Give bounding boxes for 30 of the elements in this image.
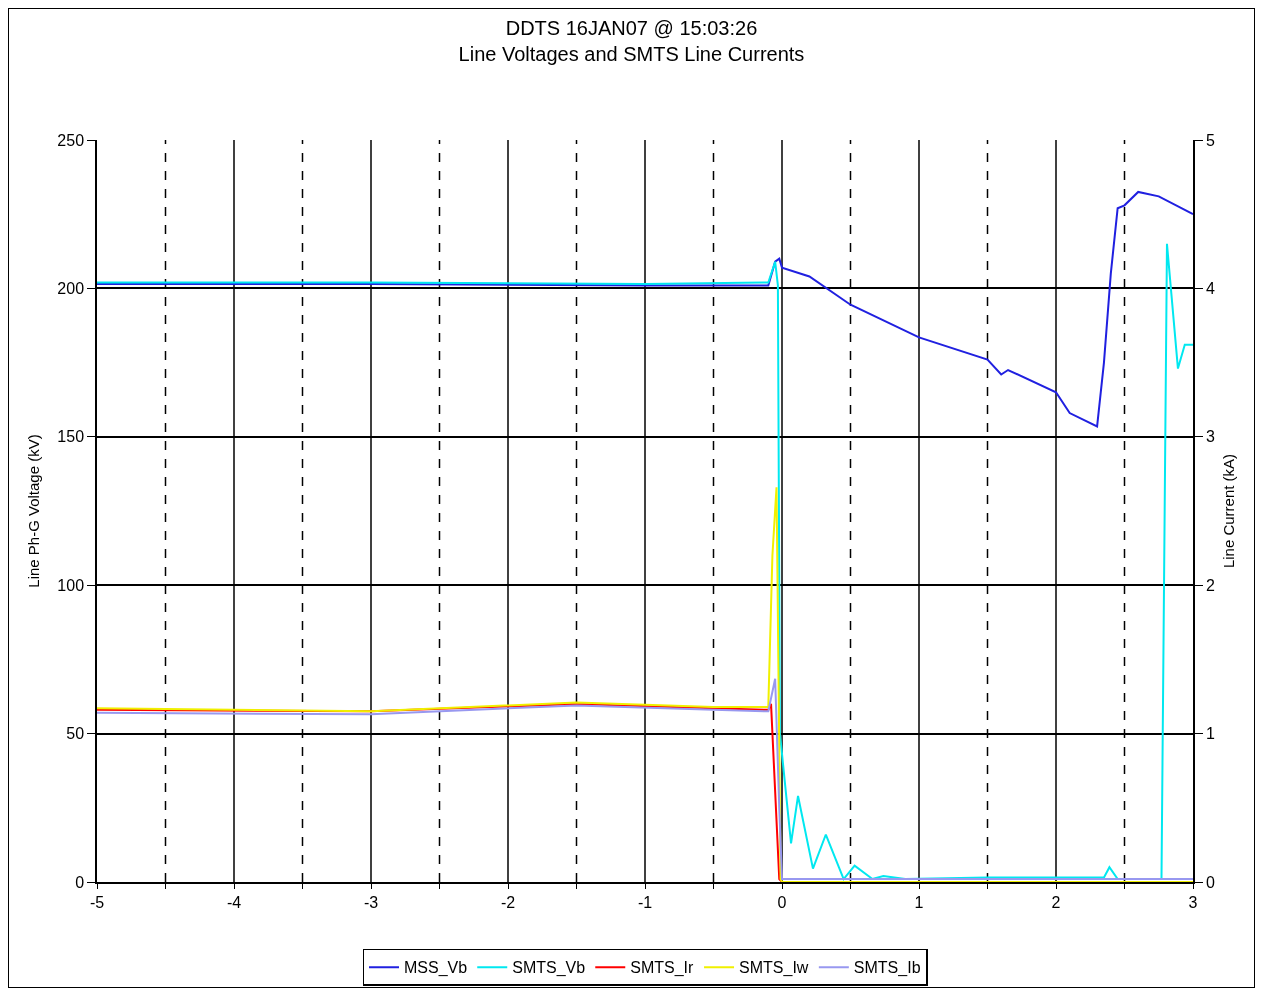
legend-label: SMTS_Vb (512, 959, 586, 978)
legend-label: SMTS_Ir (630, 959, 695, 978)
y-tick-label: 200 (57, 280, 85, 297)
legend-label: SMTS_Iw (739, 959, 809, 978)
legend-label: SMTS_Ib (853, 959, 921, 978)
x-tick-label: -3 (363, 893, 379, 911)
y-tick-label: 50 (66, 725, 85, 743)
x-tick-label: 3 (1188, 893, 1198, 911)
x-tick-label: 1 (914, 893, 924, 911)
x-tick-label: -5 (89, 893, 105, 911)
x-tick-label: 0 (777, 893, 787, 911)
x-tick-label: -1 (637, 893, 653, 911)
y2-tick-label: 2 (1205, 576, 1215, 594)
y2-tick-label: 3 (1205, 428, 1215, 446)
y-tick-label: 150 (57, 428, 85, 446)
y-tick-label: 250 (57, 131, 85, 149)
x-tick-label: 2 (1051, 893, 1061, 911)
y2-tick-label: 5 (1205, 131, 1215, 149)
y2-tick-label: 1 (1205, 725, 1215, 743)
chart-subtitle: Line Voltages and SMTS Line Currents (458, 42, 805, 65)
y2-axis-title: Line Current (kA) (1220, 453, 1238, 569)
y2-tick-label: 4 (1205, 280, 1215, 297)
y2-tick-label: 0 (1205, 873, 1215, 891)
y-axis-title: Line Ph-G Voltage (kV) (25, 434, 43, 588)
legend-label: MSS_Vb (404, 959, 468, 978)
x-tick-label: -4 (226, 893, 242, 911)
y-tick-label: 100 (57, 576, 85, 594)
y-tick-label: 0 (75, 873, 85, 891)
chart-title: DDTS 16JAN07 @ 15:03:26 (505, 16, 758, 39)
x-tick-label: -2 (500, 893, 516, 911)
